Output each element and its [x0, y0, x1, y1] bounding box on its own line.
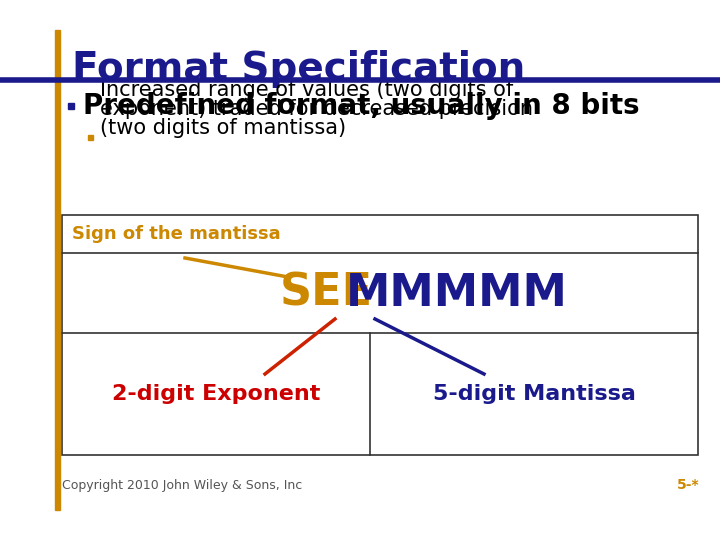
Text: (two digits of mantissa): (two digits of mantissa) [100, 118, 346, 138]
Text: Predefined format, usually in 8 bits: Predefined format, usually in 8 bits [83, 92, 639, 120]
Bar [55, 30, 60, 510]
Text: 2-digit Exponent: 2-digit Exponent [112, 384, 320, 404]
Text: MMMMM: MMMMM [346, 272, 568, 314]
Text: Copyright 2010 John Wiley & Sons, Inc: Copyright 2010 John Wiley & Sons, Inc [62, 478, 302, 491]
Text: SEE: SEE [280, 272, 373, 314]
Text: Format Specification: Format Specification [72, 50, 526, 88]
Text: exponent) traded for decreased precision: exponent) traded for decreased precision [100, 99, 533, 119]
Bar [62, 215, 698, 455]
Text: 5-*: 5-* [678, 478, 700, 492]
Bar [68, 103, 74, 109]
Bar [88, 135, 93, 140]
Text: Sign of the mantissa: Sign of the mantissa [72, 225, 281, 243]
Text: 5-digit Mantissa: 5-digit Mantissa [433, 384, 636, 404]
Text: Increased range of values (two digits of: Increased range of values (two digits of [100, 80, 513, 100]
